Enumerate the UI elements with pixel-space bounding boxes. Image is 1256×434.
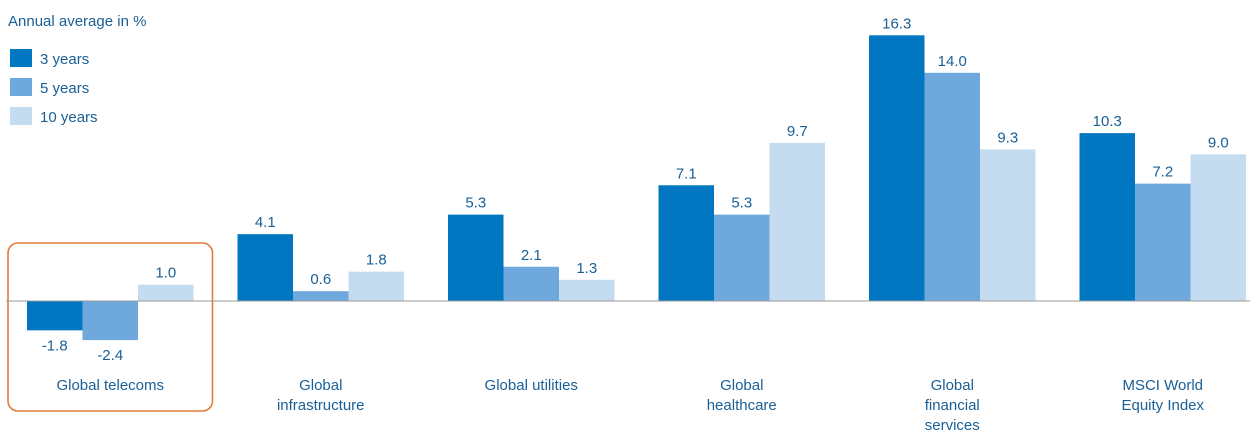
legend-item-5-years: 5 years	[10, 78, 89, 97]
value-label-msci-world-equity-index-5-years: 7.2	[1152, 164, 1173, 181]
value-label-global-telecoms-5-years: -2.4	[97, 347, 123, 364]
bar-global-utilities-5-years	[503, 266, 559, 301]
legend-item-10-years: 10 years	[10, 107, 98, 126]
value-label-global-telecoms-3-years: -1.8	[42, 337, 68, 354]
bar-msci-world-equity-index-3-years	[1079, 133, 1135, 301]
bar-global-financial-services-3-years	[869, 35, 925, 302]
legend-swatch-10-years	[10, 107, 32, 125]
highlight-box	[7, 242, 214, 412]
value-label-global-healthcare-5-years: 5.3	[731, 195, 752, 212]
value-label-global-infrastructure-3-years: 4.1	[255, 214, 276, 231]
value-label-global-infrastructure-10-years: 1.8	[366, 252, 387, 269]
bar-global-healthcare-5-years	[714, 214, 770, 301]
value-label-global-telecoms-10-years: 1.0	[155, 265, 176, 282]
chart-legend: 3 years 5 years 10 years	[10, 49, 98, 126]
category-label-global-utilities: Global utilities	[485, 377, 578, 394]
bar-global-telecoms-10-years	[138, 284, 194, 301]
bar-global-infrastructure-10-years	[348, 271, 404, 301]
bar-global-infrastructure-3-years	[237, 234, 293, 301]
legend-label-5-years: 5 years	[40, 80, 89, 97]
legend-label-3-years: 3 years	[40, 51, 89, 68]
category-label-global-healthcare: Global healthcare	[707, 377, 777, 414]
value-label-msci-world-equity-index-10-years: 9.0	[1208, 134, 1229, 151]
category-label-global-telecoms: Global telecoms	[56, 377, 164, 394]
category-label-global-infrastructure: Global infrastructure	[277, 377, 365, 414]
value-label-global-healthcare-10-years: 9.7	[787, 123, 808, 140]
category-label-global-financial-services: Global financial services	[925, 377, 980, 434]
legend-item-3-years: 3 years	[10, 49, 89, 68]
bar-global-financial-services-5-years	[924, 72, 980, 301]
bar-global-healthcare-10-years	[769, 142, 825, 301]
bar-msci-world-equity-index-10-years	[1190, 154, 1246, 301]
bar-global-financial-services-10-years	[980, 149, 1036, 301]
chart-subtitle: Annual average in %	[8, 13, 146, 30]
value-label-msci-world-equity-index-3-years: 10.3	[1093, 113, 1122, 130]
value-label-global-financial-services-5-years: 14.0	[938, 53, 967, 70]
bar-global-infrastructure-5-years	[293, 291, 349, 301]
value-label-global-infrastructure-5-years: 0.6	[310, 271, 331, 288]
legend-swatch-3-years	[10, 49, 32, 67]
category-label-msci-world-equity-index: MSCI World Equity Index	[1121, 377, 1204, 414]
bar-global-telecoms-3-years	[27, 301, 83, 331]
value-label-global-utilities-10-years: 1.3	[576, 260, 597, 277]
value-label-global-financial-services-3-years: 16.3	[882, 15, 911, 32]
bar-global-healthcare-3-years	[658, 185, 714, 301]
legend-swatch-5-years	[10, 78, 32, 96]
value-label-global-financial-services-10-years: 9.3	[997, 129, 1018, 146]
value-label-global-utilities-5-years: 2.1	[521, 247, 542, 264]
bar-global-telecoms-5-years	[82, 301, 138, 341]
value-label-global-utilities-3-years: 5.3	[465, 195, 486, 212]
value-label-global-healthcare-3-years: 7.1	[676, 165, 697, 182]
legend-label-10-years: 10 years	[40, 109, 98, 126]
bar-msci-world-equity-index-5-years	[1135, 183, 1191, 301]
bar-global-utilities-10-years	[559, 279, 615, 301]
bar-global-utilities-3-years	[448, 214, 504, 301]
